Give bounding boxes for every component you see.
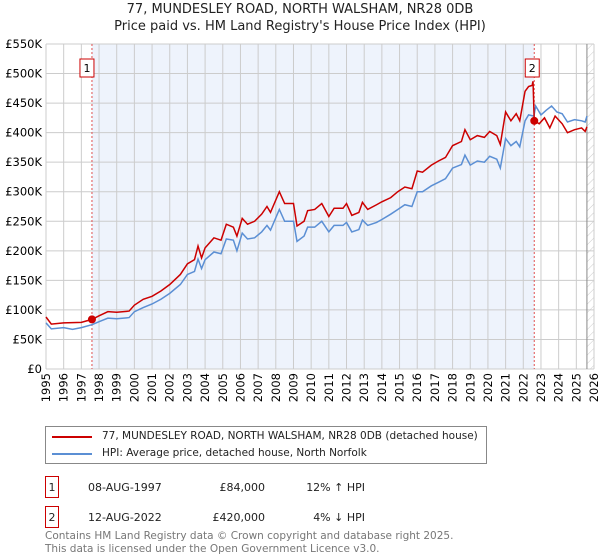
x-tick-label: 2000 — [127, 373, 141, 402]
legend-item-property: 77, MUNDESLEY ROAD, NORTH WALSHAM, NR28 … — [52, 430, 478, 443]
x-tick-label: 2008 — [269, 373, 283, 402]
property-price-line — [45, 81, 588, 325]
x-tick-label: 2005 — [216, 373, 230, 402]
y-tick-label: £450K — [5, 96, 42, 110]
marker-badge: 2 — [45, 506, 59, 528]
transaction-row: 2 12-AUG-2022 £420,000 4% ↓ HPI — [45, 506, 365, 528]
transaction-price: £420,000 — [212, 510, 266, 524]
x-tick-label: 2012 — [340, 373, 354, 402]
hatched-forecast-region — [586, 44, 594, 369]
chart-subtitle: Price paid vs. HM Land Registry's House … — [114, 19, 486, 34]
y-tick-label: £250K — [5, 214, 42, 228]
transaction-hpi-diff: 12% ↑ HPI — [306, 480, 365, 494]
legend-label: HPI: Average price, detached house, Nort… — [102, 447, 367, 459]
y-tick-label: £550K — [5, 37, 42, 51]
legend-label: 77, MUNDESLEY ROAD, NORTH WALSHAM, NR28 … — [102, 430, 478, 442]
shaded-ownership-region — [91, 44, 535, 369]
x-tick-label: 2016 — [410, 373, 424, 402]
x-tick-label: 2013 — [357, 373, 371, 402]
legend: 77, MUNDESLEY ROAD, NORTH WALSHAM, NR28 … — [45, 426, 487, 464]
chart-title: 77, MUNDESLEY ROAD, NORTH WALSHAM, NR28 … — [126, 2, 474, 17]
marker-label: 1 — [83, 62, 90, 75]
sale-point — [530, 116, 539, 125]
x-tick-label: 2026 — [587, 373, 600, 402]
marker-badge — [79, 58, 95, 78]
marker-label: 2 — [529, 62, 536, 75]
footer-line: This data is licensed under the Open Gov… — [45, 543, 380, 555]
footer-line: Contains HM Land Registry data © Crown c… — [45, 530, 454, 542]
x-tick-label: 2009 — [286, 373, 300, 402]
x-tick-label: 2010 — [304, 373, 318, 402]
x-tick-label: 1998 — [92, 373, 106, 402]
x-tick-label: 2019 — [463, 373, 477, 402]
x-tick-label: 2018 — [446, 373, 460, 402]
price-chart: 1995 1996 1997 1998 1999 2000 2001 2002 2003 2004… — [5, 37, 600, 402]
x-tick-label: 2017 — [428, 373, 442, 402]
marker-badge: 1 — [45, 476, 59, 498]
x-tick-label: 2001 — [145, 373, 159, 402]
x-tick-label: 2022 — [516, 373, 530, 402]
x-tick-label: 2006 — [233, 373, 247, 402]
transaction-date: 12-AUG-2022 — [88, 510, 162, 524]
sale-point — [87, 315, 96, 324]
x-tick-label: 1997 — [74, 373, 88, 402]
x-tick-label: 2003 — [180, 373, 194, 402]
x-tick-label: 2002 — [163, 373, 177, 402]
x-tick-label: 2011 — [322, 373, 336, 402]
x-tick-label: 2025 — [569, 373, 583, 402]
y-tick-label: £400K — [5, 126, 42, 140]
transaction-price: £84,000 — [219, 480, 266, 494]
blue-line-swatch — [52, 452, 92, 455]
x-tick-label: 2007 — [251, 373, 265, 402]
y-tick-label: £300K — [5, 185, 42, 199]
x-tick-label: 2024 — [552, 373, 566, 402]
footer: Contains HM Land Registry data © Crown c… — [45, 530, 453, 556]
y-tick-label: £200K — [5, 244, 42, 258]
marker-badge — [524, 58, 540, 78]
legend-item-hpi: HPI: Average price, detached house, Nort… — [52, 447, 367, 460]
red-line-swatch — [52, 435, 92, 438]
x-tick-label: 2004 — [198, 373, 212, 402]
y-tick-label: £50K — [13, 332, 43, 346]
transaction-row: 1 08-AUG-1997 £84,000 12% ↑ HPI — [45, 476, 365, 498]
y-tick-label: £350K — [5, 155, 42, 169]
y-tick-label: £150K — [5, 273, 42, 287]
y-tick-label: £0 — [27, 362, 42, 376]
transaction-date: 08-AUG-1997 — [88, 480, 162, 494]
x-tick-label: 2021 — [499, 373, 513, 402]
x-tick-label: 2015 — [393, 373, 407, 402]
x-tick-label: 2020 — [481, 373, 495, 402]
hpi-line — [45, 103, 588, 331]
x-tick-label: 1996 — [57, 373, 71, 402]
y-tick-label: £100K — [5, 303, 42, 317]
transaction-hpi-diff: 4% ↓ HPI — [313, 510, 365, 524]
y-tick-label: £500K — [5, 67, 42, 81]
x-tick-label: 2014 — [375, 373, 389, 402]
x-tick-label: 2023 — [534, 373, 548, 402]
x-tick-label: 1995 — [39, 373, 53, 402]
x-tick-label: 1999 — [110, 373, 124, 402]
